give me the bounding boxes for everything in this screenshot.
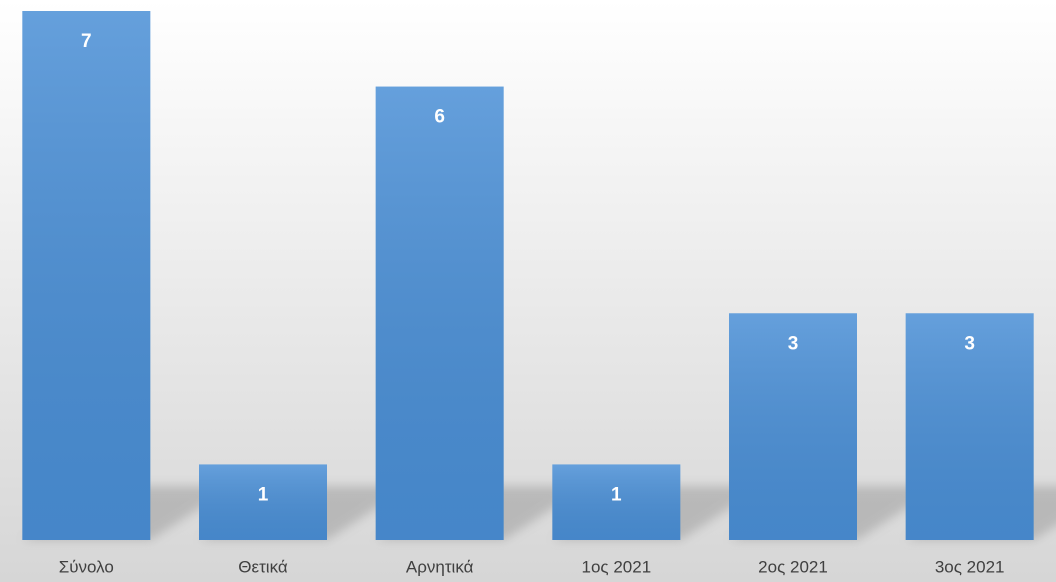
data-label: 1	[611, 484, 622, 505]
x-tick-label: Σύνολο	[59, 557, 114, 576]
bar-sheen	[375, 86, 504, 541]
bar-sheen	[905, 313, 1034, 540]
data-label: 7	[81, 31, 92, 52]
bar-sheen	[22, 11, 151, 540]
x-tick-label: Θετικά	[238, 557, 288, 576]
bar-sheen	[552, 464, 681, 540]
x-tick-label: 3ος 2021	[935, 557, 1005, 576]
x-tick-label: 1ος 2021	[582, 557, 652, 576]
data-label: 1	[258, 484, 269, 505]
data-label: 3	[964, 333, 975, 354]
bar-sheen	[199, 464, 327, 540]
bar-sheen	[729, 313, 857, 540]
x-tick-label: Αρνητικά	[406, 557, 474, 576]
data-label: 3	[788, 333, 799, 354]
data-label: 6	[434, 107, 445, 128]
x-tick-label: 2ος 2021	[758, 557, 828, 576]
